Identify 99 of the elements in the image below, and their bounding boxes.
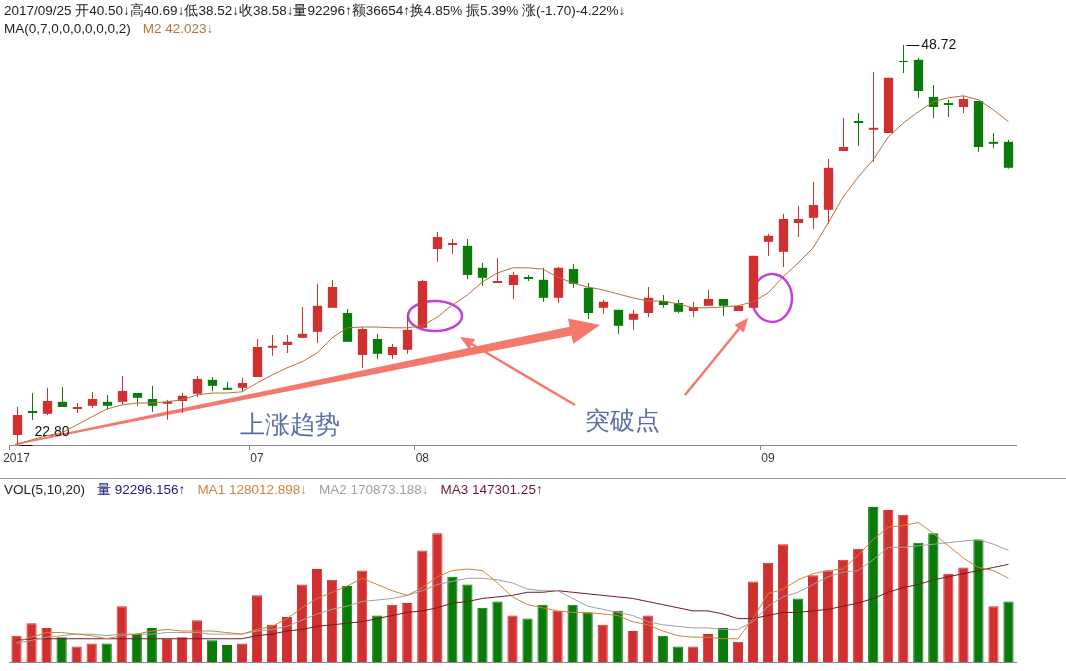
bar	[161, 638, 172, 662]
candlestick	[402, 314, 413, 355]
bar	[477, 607, 488, 662]
bar	[868, 507, 879, 662]
candlestick	[853, 112, 864, 147]
text: MA2 170873.188↓	[318, 482, 429, 497]
candlestick	[763, 233, 774, 257]
candlestick	[492, 257, 503, 284]
bar	[642, 615, 653, 662]
bar	[988, 606, 999, 662]
bar	[838, 559, 849, 662]
candlestick	[508, 271, 519, 300]
bar	[1003, 601, 1014, 662]
bar	[116, 606, 127, 662]
candlestick	[793, 205, 804, 238]
bar	[312, 569, 323, 662]
bar	[357, 570, 368, 662]
bar	[447, 576, 458, 662]
x-tick-label: 2017	[3, 450, 31, 465]
x-tick-label: 09	[761, 450, 775, 465]
bar	[582, 612, 593, 662]
bar	[702, 634, 713, 662]
bar	[417, 550, 428, 662]
text: M2 42.023↓	[142, 21, 214, 36]
bar	[762, 562, 774, 662]
bar	[522, 618, 533, 662]
bar	[898, 514, 909, 662]
annotation: 22.80	[34, 423, 70, 440]
bar	[206, 640, 218, 662]
candlestick	[12, 406, 23, 446]
bar	[11, 635, 22, 662]
annotation: 突破点	[585, 405, 660, 436]
candlestick	[838, 117, 849, 152]
bar	[342, 586, 353, 662]
bar	[387, 604, 398, 662]
bar	[597, 624, 608, 662]
bar	[552, 610, 563, 662]
text: MA3 147301.25↑	[440, 482, 543, 497]
bar	[823, 570, 834, 662]
bar	[432, 533, 443, 662]
chart-title: 2017/09/25 开40.50↓高40.69↓低38.52↓收38.58↓量92296↑额36654↑换4.85% 振5.39% 涨(-1.70)-4.22%↓	[4, 3, 626, 18]
bar	[777, 544, 789, 662]
bar	[236, 643, 248, 662]
bar	[612, 610, 623, 662]
bar	[327, 579, 338, 662]
bar	[101, 643, 112, 662]
x-tick-label: 08	[415, 450, 430, 465]
chart-subtitle: MA(0,7,0,0,0,0,0,0,2)	[4, 21, 131, 36]
bar	[176, 637, 187, 662]
candlestick	[898, 44, 909, 74]
bar	[657, 635, 668, 662]
bar	[86, 643, 97, 662]
candlestick	[297, 306, 308, 339]
candlestick	[192, 375, 203, 398]
bar	[792, 598, 804, 662]
candlestick	[477, 262, 488, 287]
candlestick	[432, 231, 443, 263]
bar	[251, 595, 263, 662]
candlestick	[568, 263, 579, 289]
candlestick	[628, 309, 639, 331]
bar	[537, 604, 548, 662]
annotation: 48.72	[921, 36, 957, 53]
text: 量 92296.156↑	[97, 482, 186, 497]
candlestick	[267, 334, 278, 357]
bar	[747, 581, 759, 662]
candlestick	[327, 279, 338, 309]
bar	[928, 533, 939, 662]
bar	[943, 573, 954, 662]
bar	[507, 615, 518, 662]
bar	[913, 542, 924, 662]
chart-title: VOL(5,10,20)	[4, 482, 86, 497]
candlestick	[538, 267, 549, 303]
text: MA1 128012.898↓	[197, 482, 307, 497]
candlestick	[42, 387, 53, 416]
x-tick-label: 07	[250, 450, 264, 465]
bar	[372, 615, 383, 662]
bar	[402, 603, 413, 662]
bar	[296, 584, 308, 662]
bar	[56, 637, 67, 662]
bar	[853, 548, 864, 662]
bar	[627, 631, 638, 662]
bar	[131, 634, 142, 662]
candlestick	[372, 333, 383, 360]
bar	[807, 575, 819, 662]
bar	[462, 584, 473, 662]
candlestick	[117, 375, 128, 406]
bar	[883, 510, 894, 662]
bar	[732, 641, 744, 662]
bar	[717, 627, 729, 662]
bar	[973, 539, 984, 662]
candlestick	[808, 181, 819, 230]
bar	[492, 601, 503, 662]
bar	[567, 604, 578, 662]
bar	[958, 567, 969, 662]
candlestick	[868, 71, 879, 163]
bar	[41, 627, 52, 662]
annotation: 上涨趋势	[240, 409, 340, 440]
candlestick	[27, 392, 38, 421]
bar	[221, 644, 233, 662]
